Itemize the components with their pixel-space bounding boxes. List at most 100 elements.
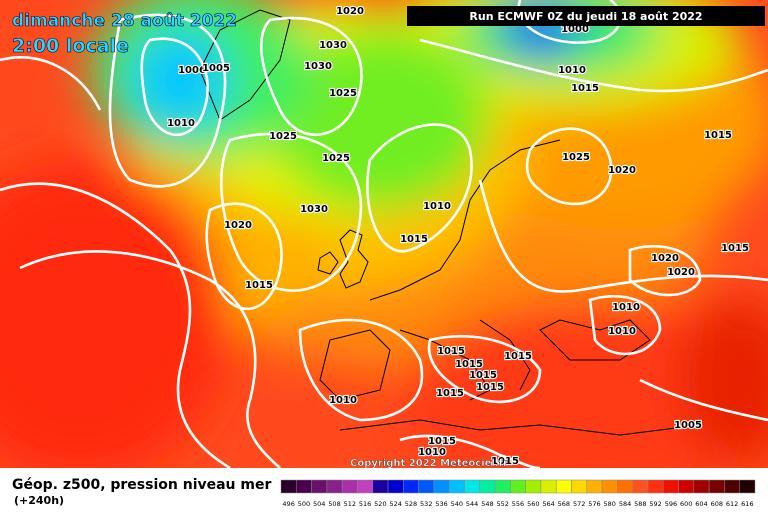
footer-title: Géop. z500, pression niveau mer [12,477,271,493]
isobar-label: 1020 [667,267,695,278]
scale-swatch [296,479,312,494]
isobar-label: 1015 [245,280,273,291]
scale-swatch [433,479,450,494]
scale-label: 500 [298,500,310,508]
scale-label: 540 [451,500,463,508]
isobar-label: 1015 [469,370,497,381]
scale-label: 584 [619,500,631,508]
scale-label: 560 [527,500,539,508]
isobar-label: 1015 [437,346,465,357]
color-scale: 496 500 504 508 512 516 520 524 528 532 536 540 544 5… [280,479,756,508]
scale-label: 496 [282,500,294,508]
footer-lead: (+240h) [14,494,64,507]
run-info: Run ECMWF 0Z du jeudi 18 août 2022 [469,10,702,23]
scale-swatch [540,479,557,494]
isobars [0,0,768,468]
forecast-time: 2:00 locale [12,35,129,57]
isobar-label: 1020 [224,220,252,231]
scale-swatch [387,479,404,494]
scale-swatch [357,479,373,494]
isobar-label: 1010 [608,326,636,337]
isobar-label: 1020 [651,253,679,264]
scale-swatch [494,479,511,494]
scale-swatch [632,479,649,494]
isobar-label: 1025 [329,88,357,99]
isobar-label: 1005 [674,420,702,431]
scale-swatch [510,479,526,494]
isobar-label: 1010 [329,395,357,406]
scale-swatch [479,479,496,494]
scale-label: 600 [680,500,692,508]
scale-label: 504 [313,500,325,508]
isobar-label: 1015 [704,130,732,141]
scale-swatch [464,479,481,494]
isobar-label: 1006 [178,65,206,76]
scale-swatch [341,479,358,494]
isobar-label: 1000 [561,24,589,35]
isobar-label: 1025 [562,152,590,163]
scale-swatch [571,479,588,494]
scale-swatch [555,479,572,494]
isobar-label: 1030 [300,204,328,215]
scale-label: 608 [711,500,723,508]
scale-swatch [525,479,542,494]
isobar-label: 1015 [721,243,749,254]
copyright: Copyright 2022 Meteociel.fr [350,458,508,469]
scale-label: 580 [604,500,616,508]
isobar-label: 1015 [476,382,504,393]
run-banner [407,6,765,26]
scale-swatch [617,479,633,494]
forecast-date: dimanche 28 août 2022 [12,11,237,31]
isobar-label: 1015 [455,359,483,370]
isobar-label: 1030 [319,40,347,51]
scale-swatch [403,479,419,494]
isobar-label: 1015 [491,456,519,467]
scale-swatch [647,479,664,494]
scale-swatch [678,479,695,494]
isobar-label: 1015 [504,351,532,362]
scale-label: 604 [695,500,707,508]
isobar-label: 1025 [269,131,297,142]
scale-swatch [280,479,297,494]
scale-label: 552 [496,500,508,508]
isobar-label: 1030 [304,61,332,72]
isobar-label: 1015 [571,83,599,94]
isobar-label: 1010 [423,201,451,212]
scale-swatch [418,479,435,494]
isobar-label: 1010 [418,447,446,458]
isobar-label: 1025 [322,153,350,164]
scale-swatch [311,479,328,494]
isobar-label: 1005 [202,63,230,74]
isobar-label: 1010 [558,65,586,76]
scale-swatch [663,479,679,494]
scale-label: 572 [573,500,585,508]
isobar-label: 1020 [608,165,636,176]
scale-label: 536 [435,500,447,508]
scale-label: 576 [588,500,600,508]
scale-label: 612 [726,500,738,508]
scale-label: 508 [328,500,340,508]
scale-swatch [586,479,603,494]
scale-label: 596 [665,500,677,508]
scale-label: 528 [405,500,417,508]
isobar-label: 1010 [612,302,640,313]
scale-label: 516 [359,500,371,508]
scale-label: 588 [634,500,646,508]
scale-label: 512 [344,500,356,508]
coastlines [199,9,701,436]
scale-label: 568 [558,500,570,508]
scale-swatch [724,479,740,494]
scale-label: 564 [542,500,554,508]
scale-label: 592 [649,500,661,508]
scale-swatch [326,479,343,494]
scale-label: 616 [741,500,753,508]
isobar-label: 1020 [336,6,364,17]
scale-label: 524 [389,500,401,508]
isobar-label: 1010 [167,118,195,129]
scale-swatch [601,479,618,494]
scale-swatch [708,479,725,494]
scale-label: 532 [420,500,432,508]
